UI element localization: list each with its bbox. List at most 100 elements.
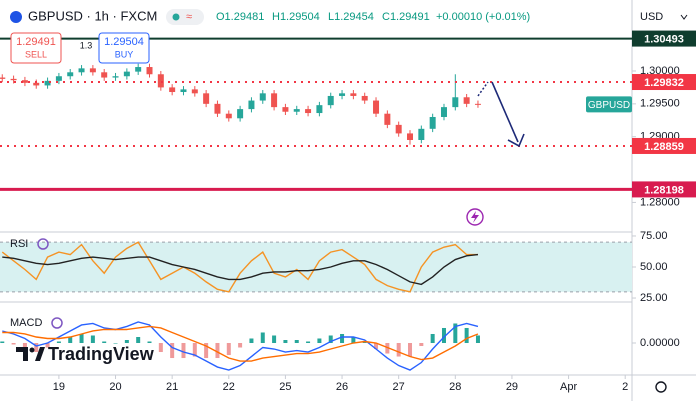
candle-body [180,89,187,93]
candle-body [463,97,470,104]
candle-body [474,103,481,105]
buy-button[interactable] [98,32,150,64]
series-line [2,253,479,286]
candle-body [78,68,85,73]
macd-title: MACD [10,317,42,329]
candle-body [361,95,368,101]
candle-body [316,105,323,114]
sell-label: SELL [25,49,47,59]
histogram-bar [238,343,243,348]
candle-body [384,113,391,125]
series-line [1,241,478,293]
histogram-bar [453,323,458,344]
candle-body [0,77,6,79]
histogram-bar [79,333,84,344]
x-tick-label: 2 [622,381,628,393]
candle-body [339,93,346,96]
level-label: 1.28859 [644,141,684,153]
alert-icon[interactable] [466,208,484,226]
histogram-bar [11,343,16,345]
candle-body [282,107,289,112]
logo-slash [35,347,45,361]
ohlc-close: C1.29491 [382,11,430,23]
histogram-bar [147,341,152,344]
x-tick-label: 29 [506,381,518,393]
logo-mark [16,347,28,361]
level-label: 1.28198 [644,184,684,196]
histogram-bar [374,343,379,350]
candle-body [350,93,357,96]
logo[interactable]: TradingView [48,344,155,364]
histogram-bar [249,338,254,344]
histogram-bar [45,343,50,348]
level-label: 1.30493 [644,33,684,45]
candle-body [157,74,164,88]
rsi-settings[interactable] [37,238,49,250]
level-label-box [632,181,696,198]
x-tick-label: 28 [449,381,461,393]
symbol[interactable]: GBPUSD · 1h · FXCM [28,8,157,23]
arrow-head[interactable] [507,133,525,148]
candle-body [123,71,130,77]
buy-price: 1.29504 [104,36,144,48]
y-tick-label: 25.00 [640,292,668,304]
candle-body [101,72,108,78]
histogram-bar [192,343,197,357]
candle-body [10,78,17,81]
candle-body [21,80,28,83]
y-tick-label: 1.30000 [640,65,680,77]
status-wave: ≈ [186,11,192,23]
macd-settings[interactable] [51,317,63,329]
x-tick-label: 25 [279,381,291,393]
spread: 1.3 [80,40,93,50]
histogram-bar [475,335,480,344]
histogram-bar [351,336,356,344]
series-line [2,321,479,371]
histogram-bar [170,343,175,359]
histogram-bar [306,341,311,344]
candle-body [67,72,74,77]
sell-button[interactable] [10,32,62,64]
alert-bolt [471,211,479,223]
candle-body [429,116,436,129]
candle-body [214,103,221,114]
candle-body [395,124,402,134]
change: +0.00010 (+0.01%) [436,11,530,23]
arrow [491,81,519,143]
y-tick-label: 50.00 [640,261,668,273]
histogram-bar [441,327,446,344]
ohlc-open: O1.29481 [216,11,264,23]
x-tick-label: 27 [393,381,405,393]
settings-icon[interactable] [655,381,667,393]
histogram-bar [113,343,118,344]
last-price-label: GBPUSD [588,100,630,111]
rsi-title: RSI [10,238,28,250]
currency-caret [680,14,688,20]
status-pill[interactable] [166,9,204,25]
histogram-bar [204,343,209,359]
candle-body [146,67,153,75]
histogram-bar [181,343,186,359]
x-tick-label: 19 [53,381,65,393]
series-line [2,325,479,362]
x-tick-label: 26 [336,381,348,393]
candle-body [112,76,119,78]
candle-body [203,93,210,104]
histogram-bar [124,340,129,344]
candle-body [89,68,96,73]
currency[interactable]: USD [640,11,663,23]
candle-body [440,107,447,117]
histogram-bar [56,341,61,344]
candle-body [373,100,380,114]
candle-body [293,109,300,112]
histogram-bar [102,341,107,344]
x-tick-label: 22 [223,381,235,393]
last-price-tag [586,96,632,113]
candle-body [135,67,142,72]
symbol-icon[interactable] [10,11,22,23]
ohlc-low: L1.29454 [328,11,374,23]
ohlc-high: H1.29504 [272,11,320,23]
